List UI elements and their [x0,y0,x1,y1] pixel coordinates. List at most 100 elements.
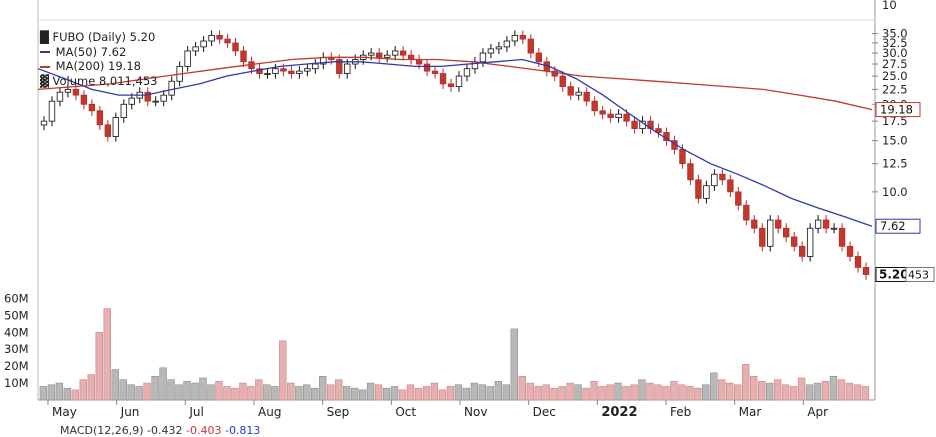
candle-body [575,91,582,96]
candle-body [304,68,311,72]
volume-bar [63,387,72,401]
candle-body [232,42,239,52]
volume-bar [614,382,622,401]
volume-bar [781,384,790,401]
volume-bar [606,384,614,401]
candle-body [511,34,519,42]
ma50-swatch-icon [40,51,50,53]
volume-bar [622,386,630,401]
volume-bar [734,384,742,401]
volume-bar [398,389,407,401]
volume-bar [574,384,582,401]
volume-bar [598,386,606,401]
ma200-swatch-icon [40,65,50,68]
candle-body [551,70,558,77]
candle-body [192,46,199,52]
volume-bar [765,382,774,401]
candle-body [312,63,319,70]
candle-body [495,46,503,50]
volume-bar [55,382,64,401]
volume-bar [861,386,870,401]
candle-body [168,80,175,96]
candle-body [623,113,630,122]
volume-bar [590,381,598,401]
ma50-value-tag-box [875,218,921,234]
candle-body [687,163,694,181]
volume-bar [111,369,119,401]
volume-bar [247,386,255,401]
volume-bar [518,376,526,401]
candle-body [96,110,104,126]
candle-body [559,75,566,88]
candle-body [224,38,231,44]
volume-bar [319,376,327,401]
volume-tick-label: 20M [4,359,29,373]
ma50-legend-label: MA(50) 7.62 [55,44,127,59]
candle-body [759,227,766,247]
x-month-label: Feb [670,405,691,419]
macd-strip: MACD(12,26,9) -0.432 -0.403 -0.813 [60,424,260,437]
candle-body [567,86,574,96]
volume-bar [103,308,111,401]
candle-body [479,52,487,63]
candle-body [64,88,72,93]
ma50-legend-row: MA(50) 7.62 [40,45,157,60]
candle-body [104,124,112,137]
volume-bars-icon: ▓ [40,73,49,88]
volume-bar [303,384,311,401]
ma200-value-tag-box [875,102,921,118]
volume-bar [255,379,263,401]
volume-bar [430,382,439,401]
volume-bar [582,387,590,401]
candle-body [48,100,56,122]
candle-body [487,48,495,54]
volume-bar [199,377,207,401]
ma200-line [37,56,873,111]
volume-bar [478,384,487,401]
volume-bar [390,386,399,401]
volume-tick-label: 50M [4,308,29,322]
volume-bar [350,387,359,401]
candle-body [735,191,742,206]
ma50-line [37,58,873,227]
volume-legend-row: ▓ Volume 8,011,453 [40,74,157,89]
candle-body [240,50,247,63]
candle-body [208,34,215,42]
candle-body [455,75,463,88]
candle-body [56,91,64,102]
volume-bar [159,367,167,401]
volume-bar [47,384,56,401]
volume-bar [454,384,463,401]
candle-body [519,34,527,40]
volume-bar [558,386,566,401]
volume-bar [79,379,87,401]
candle-body [344,63,351,74]
candle-body [711,173,718,187]
candle-body [128,97,135,105]
volume-bar [789,386,798,401]
x-month-label: Mar [739,405,762,419]
volume-bar [757,381,766,401]
candle-body [184,50,191,67]
candle-body [391,50,399,56]
volume-bar [311,387,319,401]
x-month-label: Jun [120,405,140,419]
volume-bar [287,382,295,401]
volume-bar [135,386,143,401]
volume-bar [550,387,558,401]
x-month-label: Dec [533,405,556,419]
volume-bar [223,386,231,401]
x-month-label: Aug [258,405,281,419]
candle-body [296,70,303,74]
volume-bar [773,379,782,401]
candle-body [160,94,167,102]
volume-bar [749,376,758,401]
candle-body [599,110,606,115]
volume-bar [462,387,471,401]
candle-body [288,70,295,74]
volume-bar [231,387,239,401]
ma200-legend-label: MA(200) 19.18 [55,59,141,73]
volume-bar [726,382,734,401]
candle-body [591,100,598,112]
